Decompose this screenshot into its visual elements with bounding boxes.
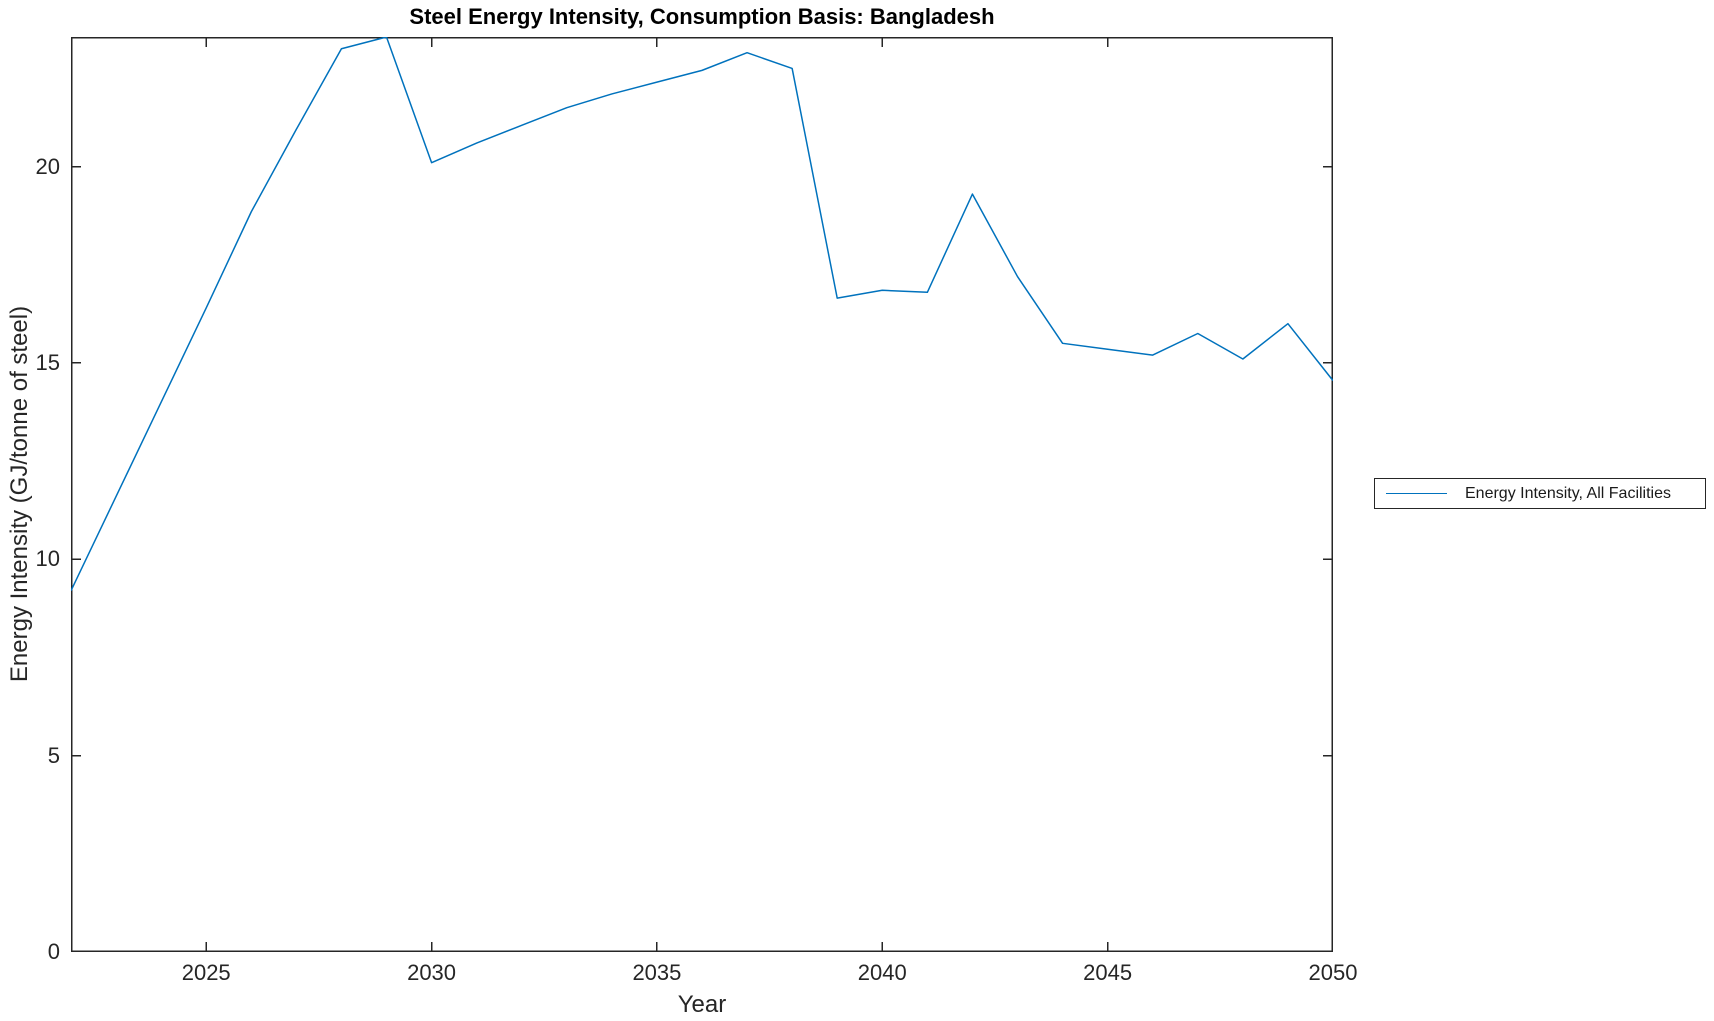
- legend: Energy Intensity, All Facilities: [1374, 478, 1706, 509]
- axes-box: [71, 37, 1333, 952]
- y-tick-label: 0: [47, 939, 60, 964]
- legend-line-sample: [1386, 493, 1447, 494]
- x-tick-label: 2035: [632, 960, 682, 985]
- y-tick-label: 15: [35, 349, 60, 375]
- y-tick-label: 20: [35, 153, 60, 179]
- legend-entry-label: Energy Intensity, All Facilities: [1465, 484, 1672, 502]
- x-tick-label: 2050: [1308, 960, 1358, 985]
- x-tick-label: 2025: [181, 960, 231, 985]
- x-tick-label: 2045: [1083, 960, 1133, 985]
- series-line: [71, 37, 1333, 592]
- y-tick-label: 5: [47, 742, 60, 768]
- plot-canvas: [71, 37, 1333, 952]
- y-tick-label: 10: [35, 546, 60, 572]
- chart-title: Steel Energy Intensity, Consumption Basi…: [409, 4, 995, 29]
- x-tick-label: 2040: [857, 960, 907, 985]
- plot-area: [71, 37, 1333, 952]
- y-axis-title: Energy Intensity (GJ/tonne of steel): [6, 305, 33, 683]
- x-tick-label: 2030: [407, 960, 457, 985]
- x-axis-title: Year: [677, 991, 727, 1018]
